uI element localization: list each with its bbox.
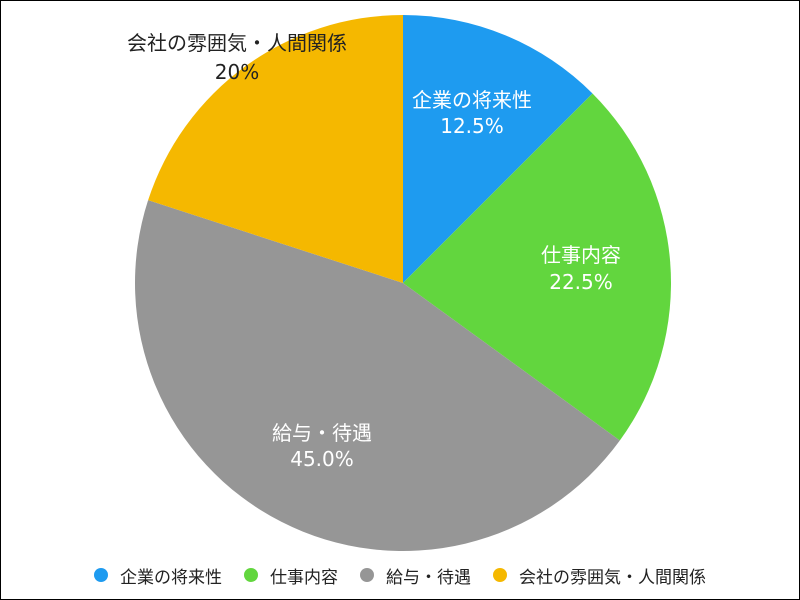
legend-swatch <box>94 568 108 582</box>
slice-category-label: 企業の将来性 <box>412 88 532 112</box>
legend-item: 給与・待遇 <box>360 563 471 588</box>
slice-value-label: 45.0% <box>290 447 354 471</box>
slice-value-label: 20% <box>215 60 259 84</box>
slice-value-label: 22.5% <box>549 270 613 294</box>
legend-swatch <box>360 568 374 582</box>
legend-swatch <box>244 568 258 582</box>
slice-value-label: 12.5% <box>440 114 504 138</box>
legend-item: 会社の雰囲気・人間関係 <box>493 563 706 588</box>
chart-legend: 企業の将来性 仕事内容 給与・待遇 会社の雰囲気・人間関係 <box>1 563 799 588</box>
legend-label: 会社の雰囲気・人間関係 <box>519 567 706 588</box>
slice-category-label: 仕事内容 <box>541 243 621 267</box>
legend-item: 仕事内容 <box>244 563 338 588</box>
legend-swatch <box>493 568 507 582</box>
slice-category-label: 給与・待遇 <box>272 421 372 445</box>
legend-label: 仕事内容 <box>270 567 338 588</box>
legend-label: 給与・待遇 <box>386 567 471 588</box>
pie-slice <box>403 15 593 283</box>
pie-slice <box>135 200 620 551</box>
legend-item: 企業の将来性 <box>94 563 222 588</box>
legend-label: 企業の将来性 <box>120 567 222 588</box>
slice-category-label: 会社の雰囲気・人間関係 <box>127 31 347 55</box>
pie-slice <box>403 93 672 441</box>
pie-slice <box>148 15 403 283</box>
